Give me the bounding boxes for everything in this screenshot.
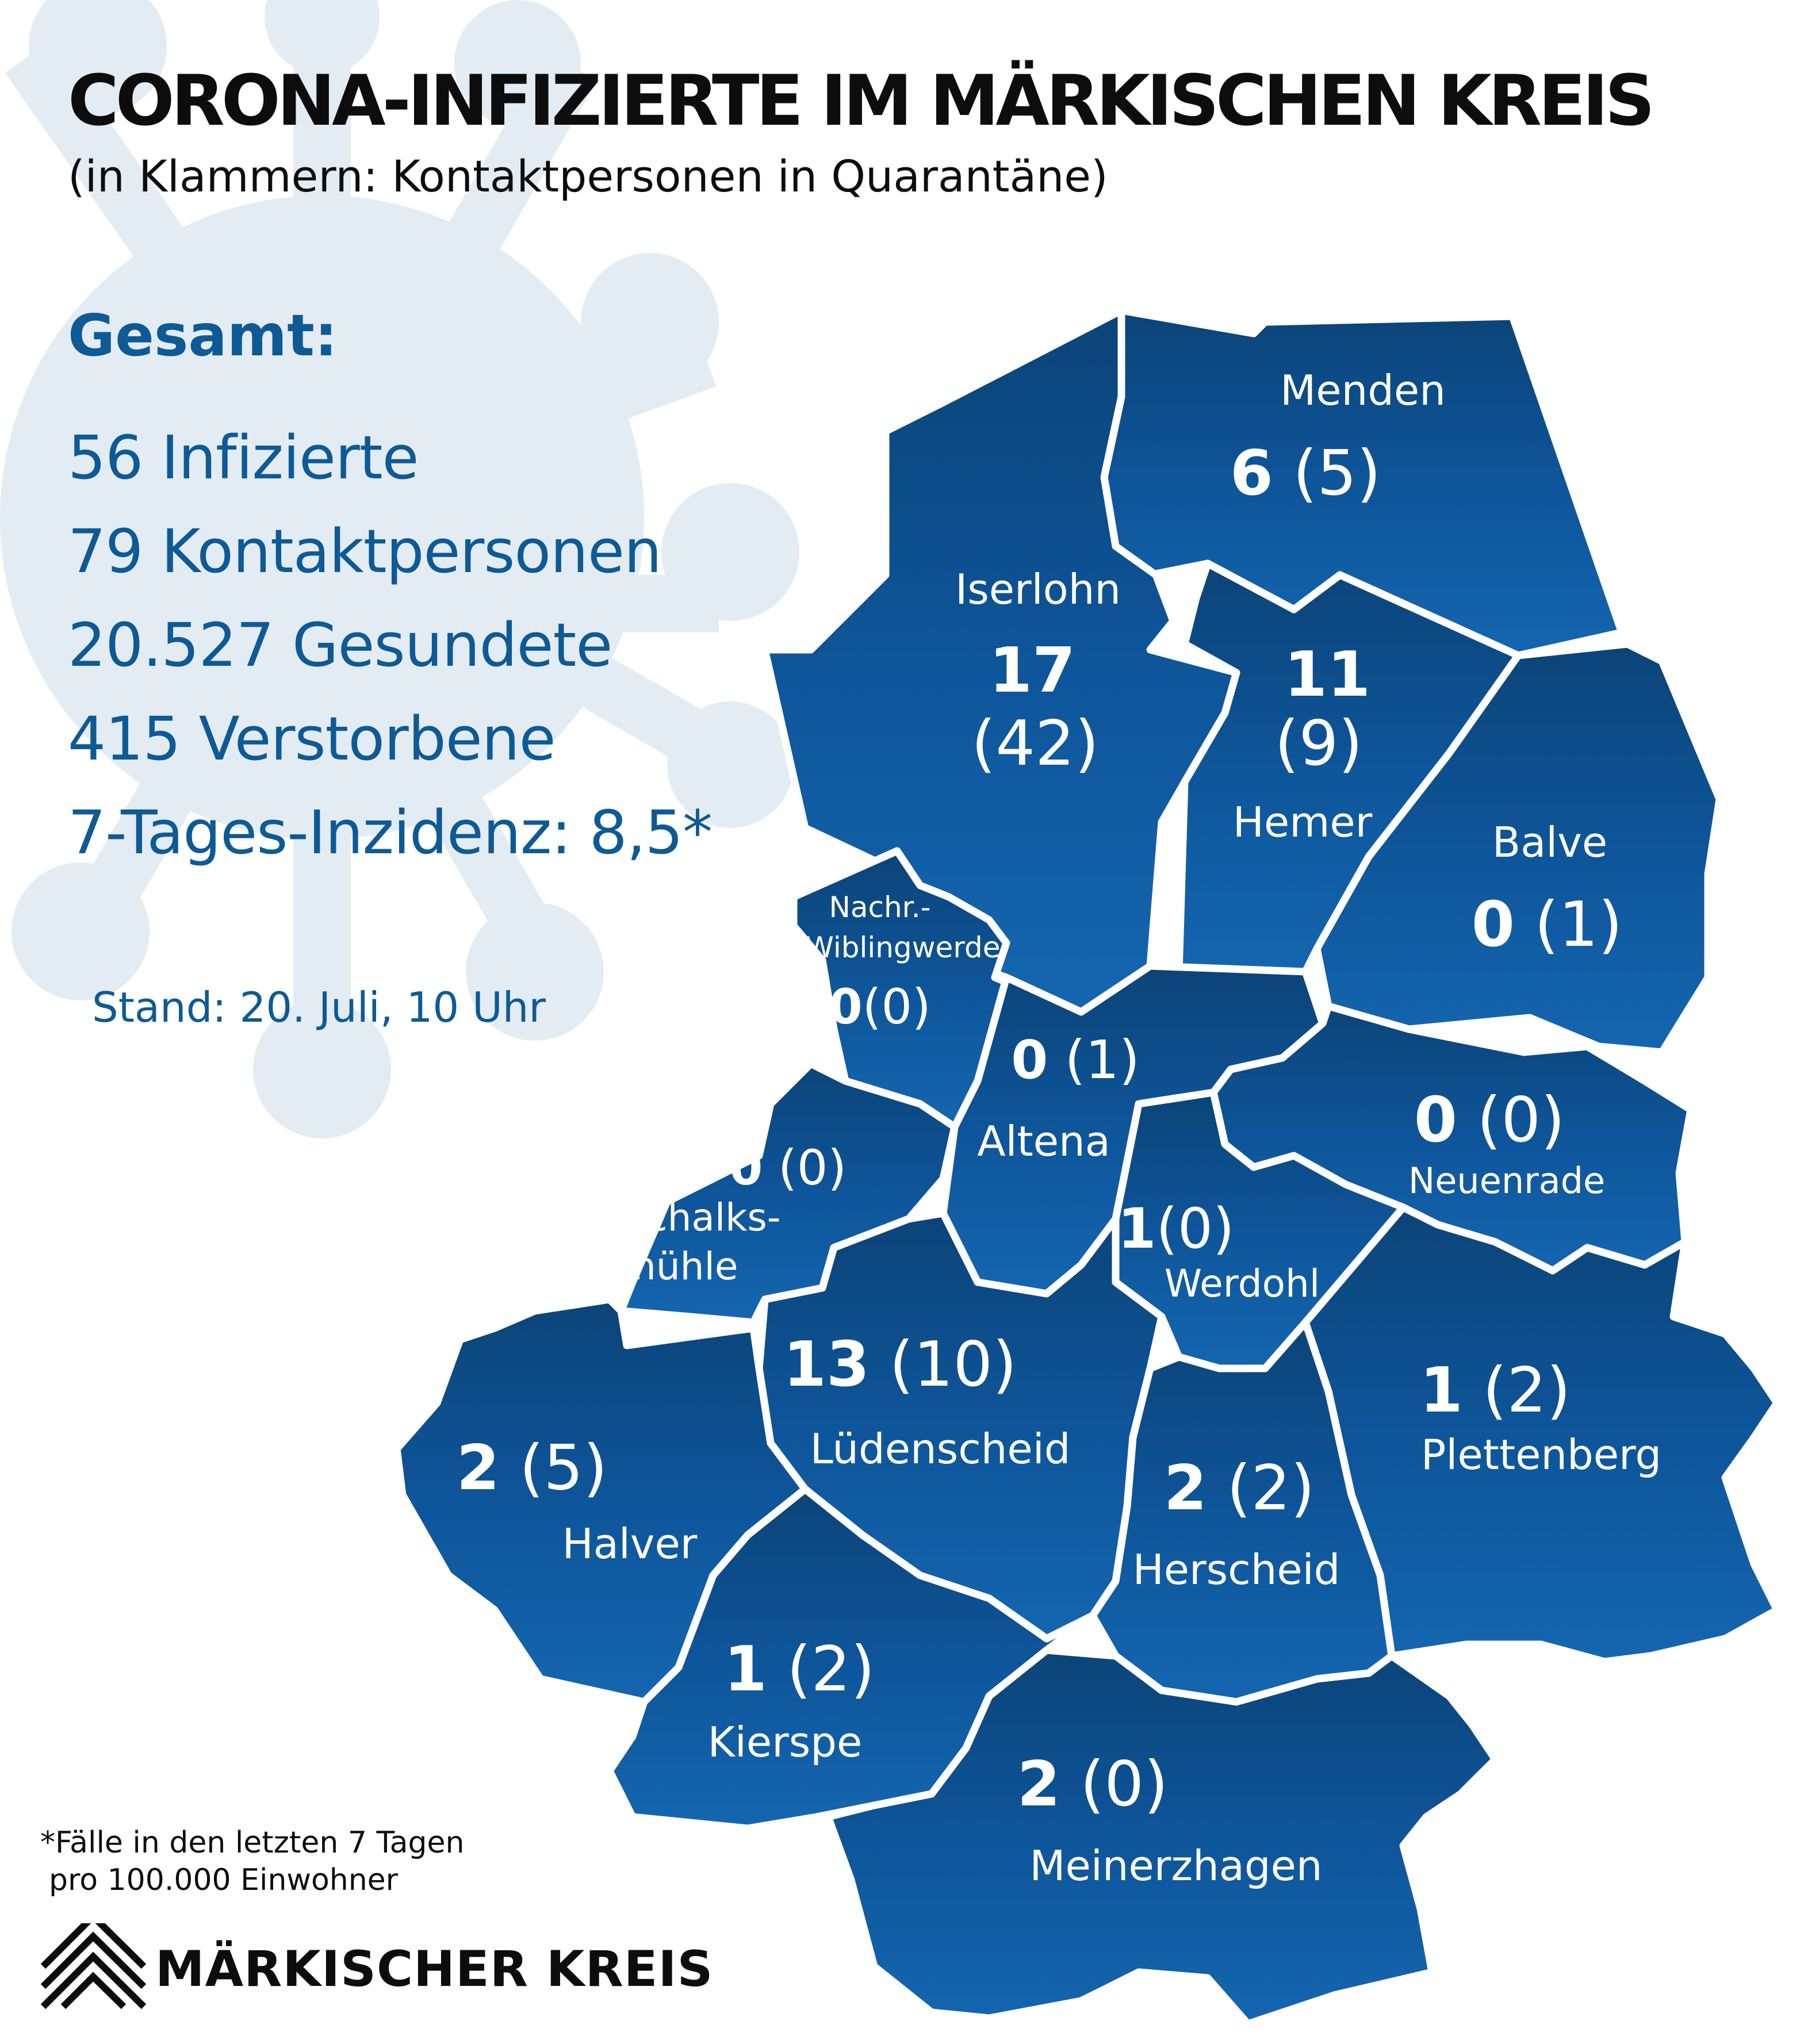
label-halver-value: 2 (5) (457, 1432, 607, 1504)
page-subtitle: (in Klammern: Kontaktpersonen in Quarant… (68, 151, 1108, 202)
label-hemer-cases: 11 (1284, 639, 1370, 711)
label-meinerzhagen-value: 2 (0) (1017, 1748, 1168, 1820)
logo-wordmark: MÄRKISCHER KREIS (155, 1941, 714, 1998)
footnote-line-2: pro 100.000 Einwohner (49, 1863, 399, 1897)
label-plettenberg-name: Plettenberg (1421, 1431, 1661, 1479)
region-balve (1313, 640, 1724, 1056)
summary-deceased: 415 Verstorbene (68, 704, 556, 774)
label-schalksmuehle-value: 0 (0) (729, 1140, 847, 1196)
label-balve-name: Balve (1492, 818, 1607, 866)
label-werdohl-value: 1(0) (1118, 1197, 1235, 1261)
label-menden-name: Menden (1280, 366, 1446, 415)
label-luedenscheid-name: Lüdenscheid (810, 1425, 1071, 1473)
label-hemer-name: Hemer (1233, 798, 1373, 846)
maerkischer-kreis-logo-icon (40, 1923, 147, 2010)
label-herscheid-name: Herscheid (1133, 1546, 1341, 1594)
label-iserlohn-cases: 17 (989, 635, 1075, 707)
summary-heading: Gesamt: (68, 302, 338, 369)
summary-infected: 56 Infizierte (68, 423, 419, 493)
label-iserlohn-name: Iserlohn (955, 565, 1121, 613)
region-schalksmuehle (617, 1060, 959, 1326)
summary-contacts: 79 Kontaktpersonen (68, 516, 662, 586)
label-altena-value: 0 (1) (1011, 1029, 1140, 1091)
summary-recovered: 20.527 Gesundete (68, 610, 612, 680)
footnote-line-1: *Fälle in den letzten 7 Tagen (40, 1826, 465, 1860)
summary-incidence: 7-Tages-Inzidenz: 8,5* (68, 797, 713, 868)
label-herscheid-value: 2 (2) (1164, 1452, 1315, 1524)
page-title: CORONA-INFIZIERTE IM MÄRKISCHEN KREIS (68, 60, 1655, 141)
label-luedenscheid-value: 13 (10) (783, 1329, 1017, 1401)
label-plettenberg-value: 1 (2) (1420, 1355, 1571, 1426)
label-werdohl-name: Werdohl (1165, 1261, 1320, 1306)
label-meinerzhagen-name: Meinerzhagen (1029, 1842, 1322, 1890)
label-neuenrade-value: 0 (0) (1414, 1084, 1565, 1156)
label-altena-name: Altena (977, 1117, 1110, 1165)
label-schalksmuehle-name-line2: mühle (619, 1244, 738, 1288)
label-neuenrade-name: Neuenrade (1408, 1160, 1605, 1202)
label-halver-name: Halver (562, 1520, 698, 1568)
region-meinerzhagen (824, 1646, 1499, 2028)
label-schalksmuehle-name: Schalks- (622, 1195, 780, 1240)
label-kierspe-value: 1 (2) (724, 1633, 875, 1705)
label-menden-value: 6 (5) (1230, 438, 1381, 509)
stand-timestamp: Stand: 20. Juli, 10 Uhr (92, 983, 546, 1031)
label-iserlohn-contacts: (42) (971, 708, 1099, 780)
label-kierspe-name: Kierspe (708, 1718, 863, 1766)
label-nachrodt-value: 0(0) (829, 979, 930, 1035)
label-nachrodt-name-line2: Wiblingwerde (805, 931, 1000, 964)
region-plettenberg (1301, 1203, 1781, 1666)
label-balve-value: 0 (1) (1472, 889, 1622, 961)
label-nachrodt-name: Nachr.- (829, 891, 930, 924)
label-hemer-contacts: (9) (1275, 708, 1363, 780)
